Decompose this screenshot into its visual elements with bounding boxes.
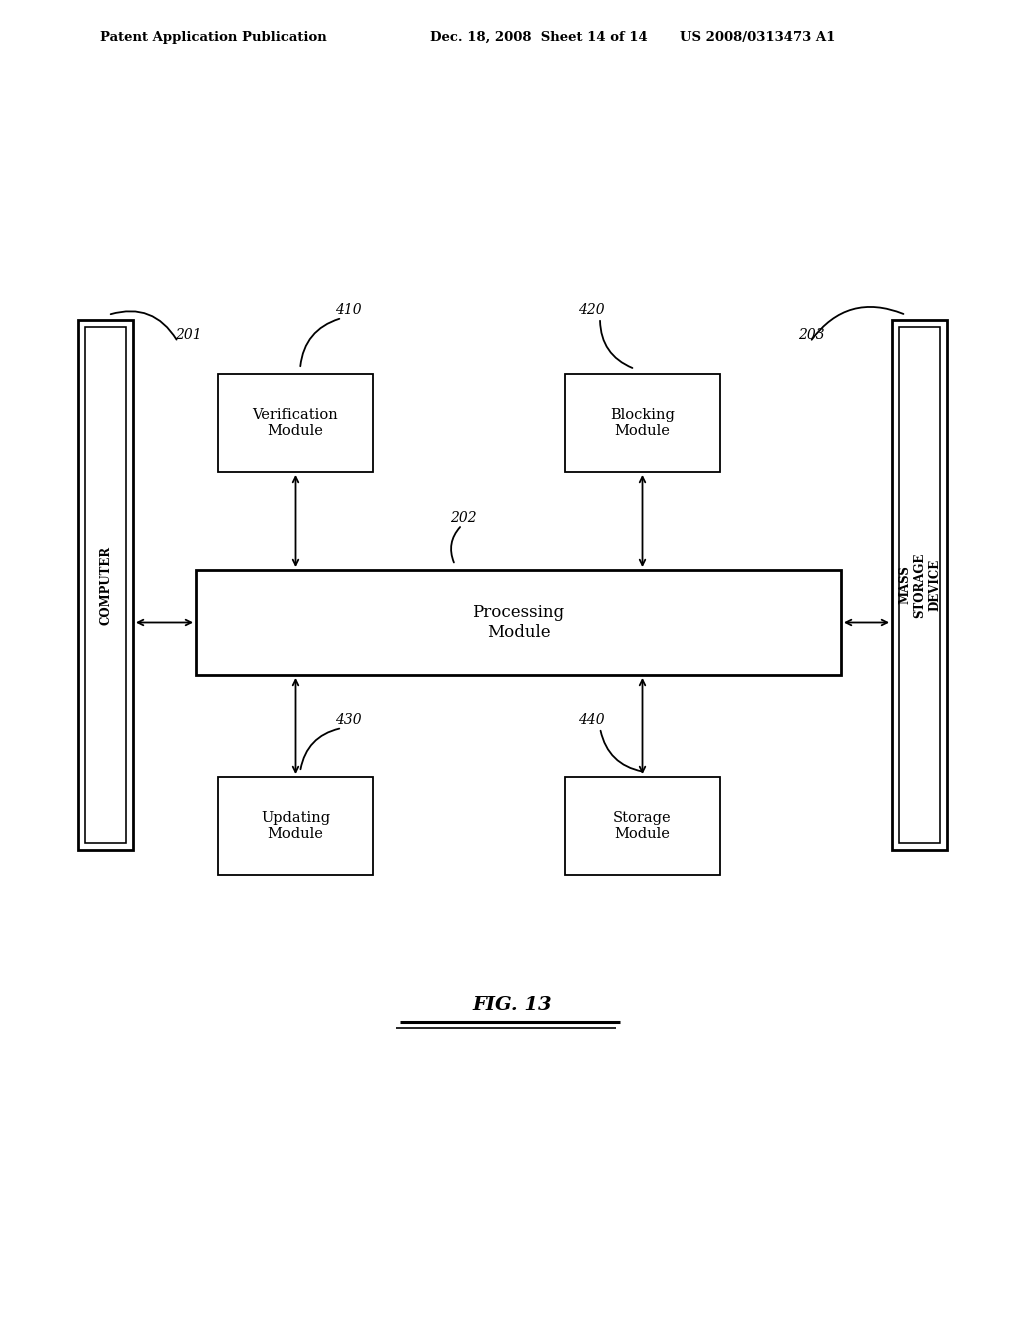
Text: Storage
Module: Storage Module [613,810,672,841]
Bar [218,777,373,875]
Text: Dec. 18, 2008  Sheet 14 of 14: Dec. 18, 2008 Sheet 14 of 14 [430,30,648,44]
Text: 440: 440 [578,713,604,727]
Text: US 2008/0313473 A1: US 2008/0313473 A1 [680,30,836,44]
Bar [78,319,133,850]
Text: FIG. 13: FIG. 13 [472,997,552,1014]
Text: Processing
Module: Processing Module [472,605,564,640]
Text: Verification
Module: Verification Module [253,408,338,438]
Text: 420: 420 [578,304,604,317]
Text: MASS
STORAGE
DEVICE: MASS STORAGE DEVICE [898,552,941,618]
Bar [565,374,720,473]
Bar [565,777,720,875]
Text: 410: 410 [335,304,361,317]
Text: 203: 203 [798,327,824,342]
Text: Blocking
Module: Blocking Module [610,408,675,438]
Bar [85,327,126,843]
Text: 202: 202 [450,511,476,525]
Text: COMPUTER: COMPUTER [99,545,112,624]
Bar [218,374,373,473]
Text: 201: 201 [175,327,202,342]
Text: Patent Application Publication: Patent Application Publication [100,30,327,44]
Bar [196,570,841,675]
Bar [899,327,940,843]
Text: Updating
Module: Updating Module [261,810,330,841]
Bar [892,319,947,850]
Text: 430: 430 [335,713,361,727]
